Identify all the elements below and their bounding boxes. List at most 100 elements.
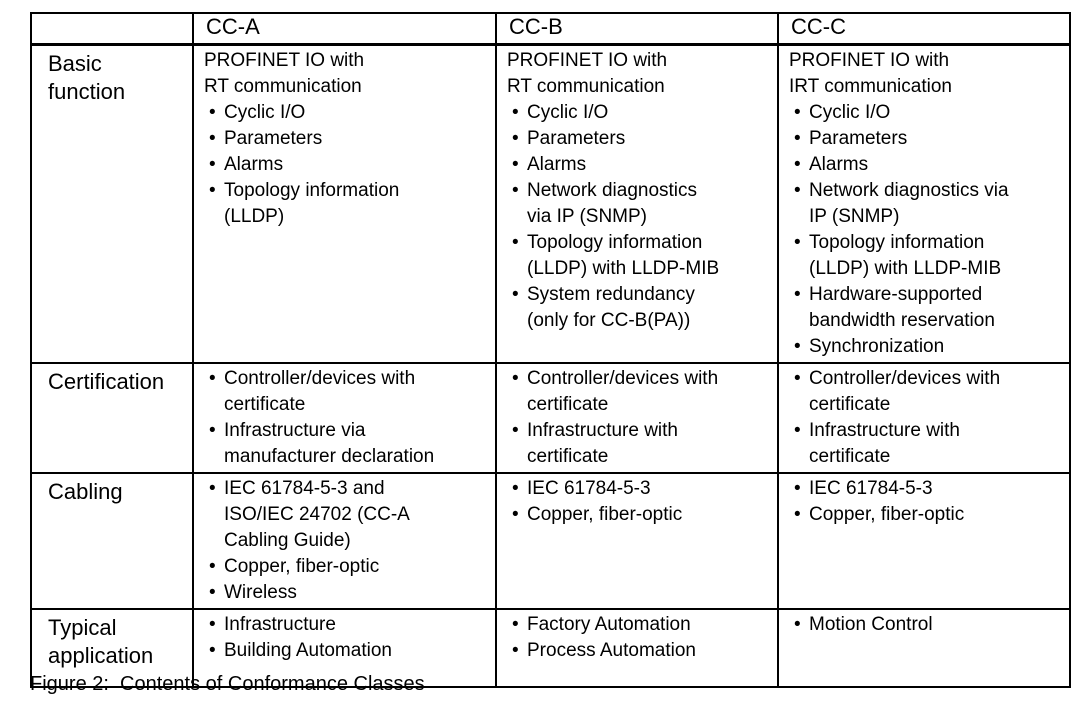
bullet-text: Cyclic I/O bbox=[224, 102, 306, 123]
cell-basic-cc-b: PROFINET IO with RT communication • Cycli… bbox=[495, 43, 779, 364]
bullet-item: • Synchronization bbox=[789, 334, 1063, 360]
bullet-text: Infrastructure bbox=[224, 614, 336, 635]
bullet-item: • Wireless bbox=[204, 580, 489, 606]
bullet-item: • Process Automation bbox=[507, 638, 771, 664]
bullet-text: System redundancy (only for CC-B(PA)) bbox=[527, 284, 695, 331]
bullet-item: • IEC 61784-5-3 bbox=[507, 476, 771, 502]
bullet-text: Building Automation bbox=[224, 640, 392, 661]
bullet-item: • IEC 61784-5-3 and ISO/IEC 24702 (CC-A C… bbox=[204, 476, 489, 554]
column-header-cc-b: CC-B bbox=[495, 12, 779, 46]
bullet-text: Infrastructure via manufacturer declarat… bbox=[224, 420, 435, 467]
bullet-dot-icon: • bbox=[209, 420, 216, 441]
bullet-item: • Parameters bbox=[204, 126, 489, 152]
bullet-list: • Controller/devices with certificate • Inf… bbox=[507, 366, 771, 470]
bullet-item: • Network diagnostics via IP (SNMP) bbox=[789, 178, 1063, 230]
cell-intro: PROFINET IO with RT communication bbox=[204, 50, 365, 97]
bullet-item: • Cyclic I/O bbox=[204, 100, 489, 126]
bullet-dot-icon: • bbox=[209, 556, 216, 577]
cell-cabling-cc-b: • IEC 61784-5-3 • Copper, fiber-optic bbox=[495, 472, 779, 610]
bullet-text: Topology information (LLDP) with LLDP-MI… bbox=[527, 232, 720, 279]
bullet-text: Infrastructure with certificate bbox=[809, 420, 960, 467]
bullet-item: • Topology information (LLDP) with LLDP-M… bbox=[507, 230, 771, 282]
bullet-text: Parameters bbox=[527, 128, 626, 149]
cell-basic-cc-c: PROFINET IO with IRT communication • Cycl… bbox=[777, 43, 1071, 364]
bullet-dot-icon: • bbox=[794, 154, 801, 175]
row-header-certification: Certification bbox=[30, 362, 194, 474]
bullet-item: • System redundancy (only for CC-B(PA)) bbox=[507, 282, 771, 334]
bullet-list: • IEC 61784-5-3 and ISO/IEC 24702 (CC-A C… bbox=[204, 476, 489, 606]
bullet-list: • Factory Automation • Process Automation bbox=[507, 612, 771, 664]
bullet-dot-icon: • bbox=[794, 232, 801, 253]
column-header-cc-a: CC-A bbox=[192, 12, 497, 46]
bullet-text: Topology information (LLDP) bbox=[224, 180, 400, 227]
bullet-item: • Factory Automation bbox=[507, 612, 771, 638]
bullet-item: • Topology information (LLDP) with LLDP-M… bbox=[789, 230, 1063, 282]
column-header-blank bbox=[30, 12, 194, 46]
bullet-item: • Controller/devices with certificate bbox=[507, 366, 771, 418]
bullet-text: IEC 61784-5-3 bbox=[809, 478, 933, 499]
bullet-list: • Cyclic I/O • Parameters • Alarms • Network di… bbox=[507, 100, 771, 334]
bullet-text: Cyclic I/O bbox=[809, 102, 891, 123]
bullet-text: Alarms bbox=[809, 154, 869, 175]
cell-cert-cc-c: • Controller/devices with certificate • Inf… bbox=[777, 362, 1071, 474]
bullet-text: Alarms bbox=[527, 154, 587, 175]
bullet-item: • Network diagnostics via IP (SNMP) bbox=[507, 178, 771, 230]
bullet-text: Parameters bbox=[224, 128, 323, 149]
cell-intro: PROFINET IO with IRT communication bbox=[789, 50, 952, 97]
bullet-text: Copper, fiber-optic bbox=[224, 556, 380, 577]
bullet-text: Topology information (LLDP) with LLDP-MI… bbox=[809, 232, 1002, 279]
bullet-item: • Infrastructure via manufacturer declara… bbox=[204, 418, 489, 470]
bullet-item: • Motion Control bbox=[789, 612, 1063, 638]
cell-intro: PROFINET IO with RT communication bbox=[507, 50, 668, 97]
bullet-dot-icon: • bbox=[209, 478, 216, 499]
bullet-text: Factory Automation bbox=[527, 614, 691, 635]
bullet-text: Cyclic I/O bbox=[527, 102, 609, 123]
bullet-item: • Alarms bbox=[204, 152, 489, 178]
bullet-dot-icon: • bbox=[209, 154, 216, 175]
bullet-text: Parameters bbox=[809, 128, 908, 149]
bullet-text: Process Automation bbox=[527, 640, 696, 661]
bullet-dot-icon: • bbox=[512, 128, 519, 149]
bullet-item: • Hardware-supported bandwidth reservatio… bbox=[789, 282, 1063, 334]
table-row-basic-function: Basic function PROFINET IO with RT commu… bbox=[30, 43, 1071, 364]
bullet-text: Hardware-supported bandwidth reservation bbox=[809, 284, 995, 331]
bullet-dot-icon: • bbox=[512, 368, 519, 389]
bullet-list: • IEC 61784-5-3 • Copper, fiber-optic bbox=[789, 476, 1063, 528]
bullet-text: Copper, fiber-optic bbox=[809, 504, 965, 525]
bullet-item: • Infrastructure bbox=[204, 612, 489, 638]
bullet-dot-icon: • bbox=[209, 128, 216, 149]
bullet-dot-icon: • bbox=[512, 640, 519, 661]
bullet-item: • Parameters bbox=[789, 126, 1063, 152]
bullet-list: • Motion Control bbox=[789, 612, 1063, 638]
table-row-typical-application: Typical application • Infrastructure • Buil… bbox=[30, 608, 1071, 688]
column-header-cc-c: CC-C bbox=[777, 12, 1071, 46]
bullet-text: Copper, fiber-optic bbox=[527, 504, 683, 525]
bullet-dot-icon: • bbox=[794, 102, 801, 123]
bullet-dot-icon: • bbox=[512, 154, 519, 175]
bullet-dot-icon: • bbox=[512, 614, 519, 635]
bullet-dot-icon: • bbox=[794, 478, 801, 499]
bullet-list: • Controller/devices with certificate • Inf… bbox=[789, 366, 1063, 470]
bullet-text: Synchronization bbox=[809, 336, 945, 357]
cell-cabling-cc-a: • IEC 61784-5-3 and ISO/IEC 24702 (CC-A C… bbox=[192, 472, 497, 610]
bullet-dot-icon: • bbox=[209, 614, 216, 635]
bullet-item: • Cyclic I/O bbox=[507, 100, 771, 126]
cell-basic-cc-a: PROFINET IO with RT communication • Cycli… bbox=[192, 43, 497, 364]
bullet-text: Network diagnostics via IP (SNMP) bbox=[527, 180, 698, 227]
bullet-text: Controller/devices with certificate bbox=[809, 368, 1001, 415]
bullet-dot-icon: • bbox=[794, 336, 801, 357]
row-header-basic-function: Basic function bbox=[30, 43, 194, 364]
bullet-list: • IEC 61784-5-3 • Copper, fiber-optic bbox=[507, 476, 771, 528]
bullet-item: • Building Automation bbox=[204, 638, 489, 664]
bullet-item: • Parameters bbox=[507, 126, 771, 152]
bullet-item: • Alarms bbox=[789, 152, 1063, 178]
cell-typical-cc-a: • Infrastructure • Building Automation bbox=[192, 608, 497, 688]
bullet-dot-icon: • bbox=[209, 368, 216, 389]
bullet-item: • Infrastructure with certificate bbox=[789, 418, 1063, 470]
bullet-item: • Copper, fiber-optic bbox=[789, 502, 1063, 528]
bullet-dot-icon: • bbox=[209, 102, 216, 123]
bullet-item: • Topology information (LLDP) bbox=[204, 178, 489, 230]
bullet-text: Controller/devices with certificate bbox=[224, 368, 416, 415]
cell-cert-cc-a: • Controller/devices with certificate • Inf… bbox=[192, 362, 497, 474]
bullet-item: • IEC 61784-5-3 bbox=[789, 476, 1063, 502]
